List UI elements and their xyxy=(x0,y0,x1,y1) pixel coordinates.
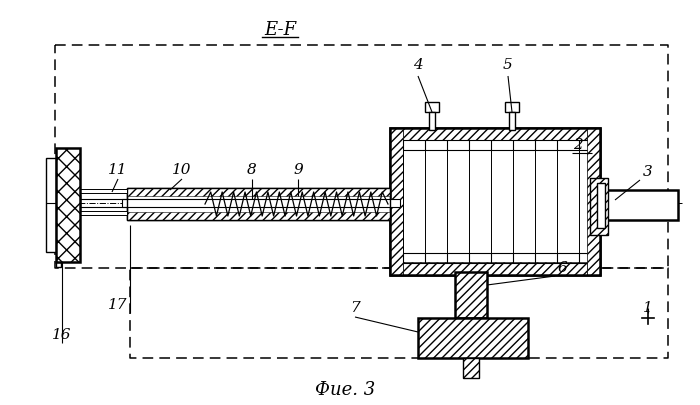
Text: 16: 16 xyxy=(52,328,71,342)
Bar xyxy=(56,262,61,267)
Bar xyxy=(505,102,519,112)
Bar xyxy=(127,188,390,220)
Bar xyxy=(127,212,390,220)
Text: 11: 11 xyxy=(108,163,127,177)
Bar xyxy=(403,128,587,140)
Text: 3: 3 xyxy=(643,165,653,179)
Text: E-F: E-F xyxy=(264,21,296,39)
Bar xyxy=(597,183,605,228)
Bar xyxy=(390,128,600,275)
Bar xyxy=(46,158,56,252)
Text: 8: 8 xyxy=(247,163,257,177)
Bar xyxy=(455,272,487,318)
Bar xyxy=(127,188,390,196)
Bar xyxy=(418,318,528,358)
Text: 2: 2 xyxy=(573,138,583,152)
Text: 4: 4 xyxy=(413,58,423,72)
Bar xyxy=(463,358,479,378)
Bar xyxy=(455,272,487,318)
Bar xyxy=(403,262,587,275)
Text: 1: 1 xyxy=(643,301,653,315)
Text: 6: 6 xyxy=(557,261,567,275)
Text: Фие. 3: Фие. 3 xyxy=(315,381,375,399)
Bar xyxy=(80,189,127,193)
Bar xyxy=(429,112,435,130)
Text: 9: 9 xyxy=(293,163,303,177)
Bar xyxy=(390,128,600,275)
Bar xyxy=(509,112,515,130)
Bar xyxy=(463,358,479,378)
Bar xyxy=(390,128,403,275)
Bar xyxy=(56,148,80,262)
Bar xyxy=(587,128,600,275)
Text: 5: 5 xyxy=(503,58,513,72)
Bar xyxy=(127,188,390,220)
Bar xyxy=(590,178,608,235)
Bar xyxy=(590,178,608,235)
Text: 10: 10 xyxy=(172,163,192,177)
Bar xyxy=(80,211,127,215)
Text: 17: 17 xyxy=(108,298,127,312)
Bar xyxy=(530,190,678,220)
Bar xyxy=(425,102,439,112)
Bar xyxy=(122,199,400,207)
Bar xyxy=(418,318,528,358)
Text: 7: 7 xyxy=(350,301,360,315)
